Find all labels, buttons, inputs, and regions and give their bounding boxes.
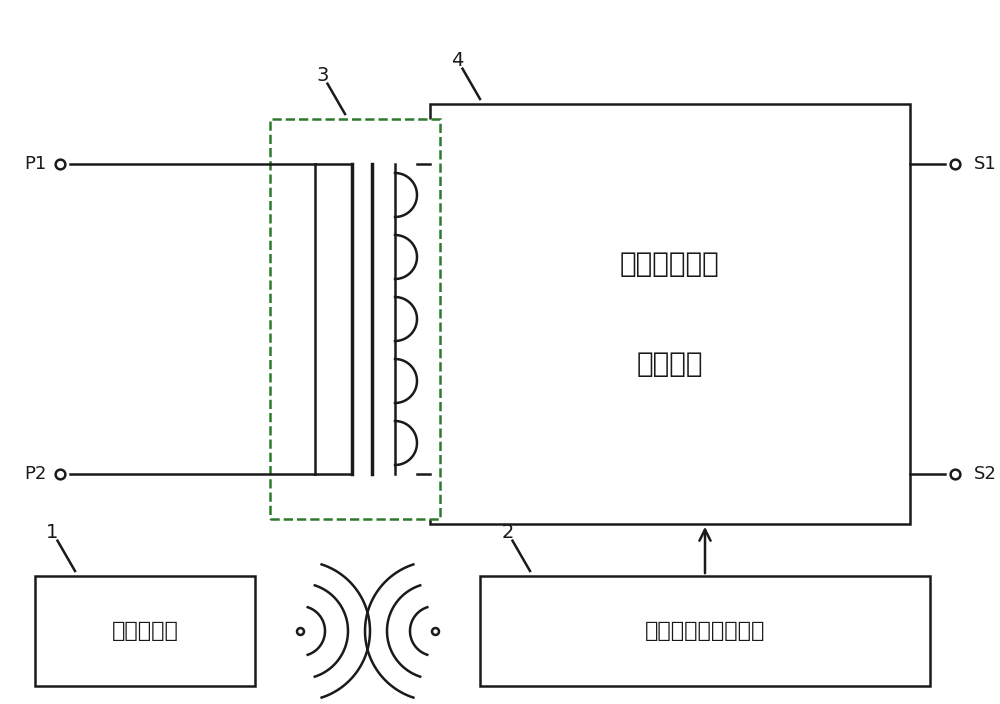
Text: 故障模拟开关: 故障模拟开关 xyxy=(620,250,720,277)
Bar xyxy=(430,104,910,524)
Text: S2: S2 xyxy=(974,465,996,483)
Text: 2: 2 xyxy=(501,523,514,542)
Text: 无线发射器: 无线发射器 xyxy=(112,621,178,641)
Bar xyxy=(480,576,930,686)
Bar xyxy=(35,576,255,686)
Text: P1: P1 xyxy=(24,155,46,173)
Text: 执行电路: 执行电路 xyxy=(637,351,703,379)
Text: S1: S1 xyxy=(974,155,996,173)
Bar xyxy=(270,119,440,519)
Text: P2: P2 xyxy=(24,465,46,483)
Text: 3: 3 xyxy=(316,66,329,85)
Text: 无线开关控制驱动器: 无线开关控制驱动器 xyxy=(645,621,765,641)
Text: 4: 4 xyxy=(451,51,464,70)
Text: 1: 1 xyxy=(46,523,59,542)
